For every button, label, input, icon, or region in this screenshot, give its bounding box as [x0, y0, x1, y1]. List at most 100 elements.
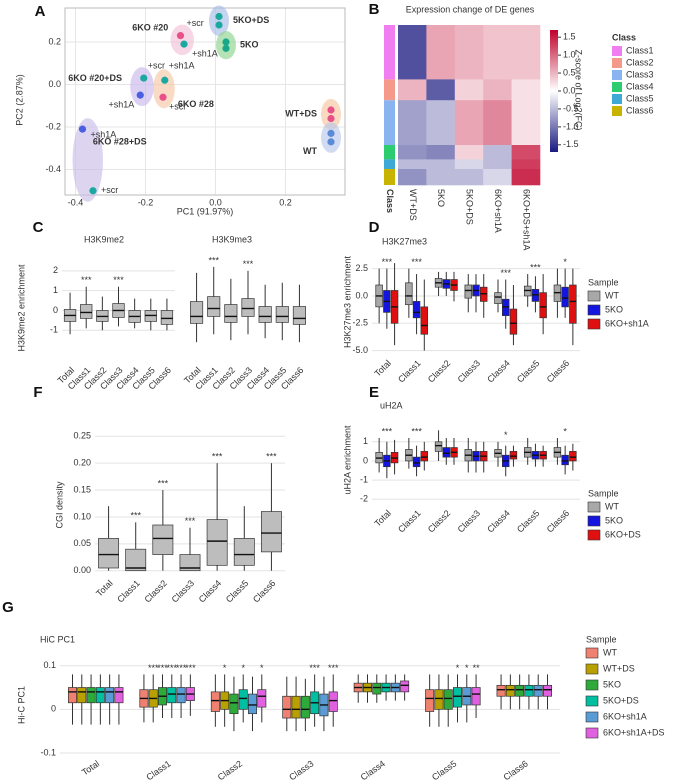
class-strip	[384, 145, 395, 160]
x-tick-label: Class2	[426, 358, 453, 385]
legend-label: Class6	[626, 105, 654, 115]
heat-cell	[454, 159, 484, 170]
class-strip	[384, 100, 395, 145]
legend-label: 5KO	[605, 515, 623, 525]
significance: ***	[167, 663, 178, 673]
y-tick-label: 1	[53, 285, 58, 295]
group-label: 6KO #20	[132, 22, 168, 32]
box	[105, 687, 115, 704]
plot-frame	[64, 7, 346, 196]
chart-title: H3K9me2	[84, 234, 124, 244]
significance: ***	[411, 426, 422, 436]
box	[282, 695, 292, 719]
box	[434, 689, 444, 710]
legend-title: Sample	[586, 634, 617, 644]
box	[509, 451, 518, 460]
colorbar-label: 1.5	[563, 32, 576, 42]
heat-cell	[511, 169, 541, 186]
box	[442, 447, 450, 458]
group-label: WT	[303, 146, 317, 156]
box	[434, 441, 443, 452]
heat-cell	[454, 145, 484, 160]
significance: ***	[243, 259, 254, 269]
legend-title: Class	[612, 32, 636, 42]
legend-swatch	[612, 94, 622, 104]
strip-label: Class	[385, 189, 395, 213]
heat-cell	[454, 169, 484, 186]
significance: ***	[530, 262, 541, 272]
box	[372, 682, 382, 695]
y-tick-label: 2	[53, 265, 58, 275]
significance: *	[563, 426, 567, 436]
y-tick-label: 0.20	[73, 458, 91, 468]
box	[515, 684, 525, 697]
significance: ***	[185, 663, 196, 673]
heat-cell	[483, 169, 512, 186]
box	[291, 695, 301, 719]
y-axis-title: Hi-C PC1	[16, 686, 26, 724]
legend-swatch	[612, 58, 622, 68]
colorbar-label: 0.5	[563, 67, 576, 77]
x-tick-label: Class3	[287, 758, 315, 782]
group-label: 5KO+DS	[233, 15, 269, 25]
x-tick-label: Class6	[251, 578, 278, 605]
legend-swatch	[585, 663, 599, 675]
box	[80, 304, 93, 319]
point	[180, 40, 188, 48]
box	[400, 680, 410, 693]
box	[233, 538, 255, 566]
heat-cell	[398, 79, 427, 101]
point	[136, 91, 144, 99]
heat-cell	[398, 100, 427, 146]
y-tick-label: 0.05	[73, 538, 91, 548]
box	[86, 687, 96, 704]
legend-label: WT	[603, 647, 617, 657]
box	[68, 687, 77, 704]
y-tick-label: -1	[50, 325, 58, 335]
y-tick-label: -0.4	[45, 164, 61, 174]
significance: ***	[157, 663, 168, 673]
group-label: 6KO #20+DS	[68, 73, 122, 83]
x-tick-label: 5KO	[436, 189, 446, 207]
point-label: +scr	[148, 61, 165, 71]
x-tick-label: Class4	[485, 508, 512, 535]
box	[464, 284, 472, 299]
box	[420, 451, 429, 462]
x-tick-label: Class4	[485, 358, 512, 385]
heat-cell	[454, 25, 484, 80]
panel-letter: G	[2, 599, 14, 616]
y-tick-label: -2	[360, 494, 368, 504]
legend-swatch	[587, 529, 601, 541]
y-tick-label: -0.1	[40, 747, 56, 757]
x-tick-label: Class6	[502, 758, 530, 782]
box	[160, 310, 174, 325]
group-ellipse	[153, 69, 175, 109]
point	[140, 74, 148, 82]
heat-cell	[398, 169, 427, 186]
legend-swatch	[585, 679, 599, 691]
class-strip	[384, 79, 395, 101]
y-tick-label: 0	[53, 305, 58, 315]
heat-cell	[483, 159, 512, 170]
y-tick-label: 0	[363, 455, 368, 465]
significance: *	[563, 257, 567, 267]
heat-cell	[483, 145, 512, 160]
x-tick-label: Class4	[197, 578, 224, 605]
x-tick-label: Class1	[115, 578, 142, 605]
legend-swatch	[612, 46, 622, 56]
heat-cell	[426, 79, 456, 101]
significance: ***	[176, 663, 187, 673]
box	[258, 306, 272, 323]
group-ellipse	[72, 118, 103, 202]
significance: ***	[158, 478, 169, 488]
heat-cell	[426, 100, 456, 146]
significance: ***	[328, 663, 339, 673]
significance: ***	[500, 268, 511, 278]
heat-cell	[511, 145, 541, 160]
group-ellipse	[209, 5, 229, 36]
heat-cell	[511, 159, 541, 170]
x-tick-label: Class5	[430, 758, 458, 782]
legend-label: Class2	[626, 57, 654, 67]
significance: *	[504, 430, 508, 440]
y-tick-label: 0	[51, 704, 56, 714]
